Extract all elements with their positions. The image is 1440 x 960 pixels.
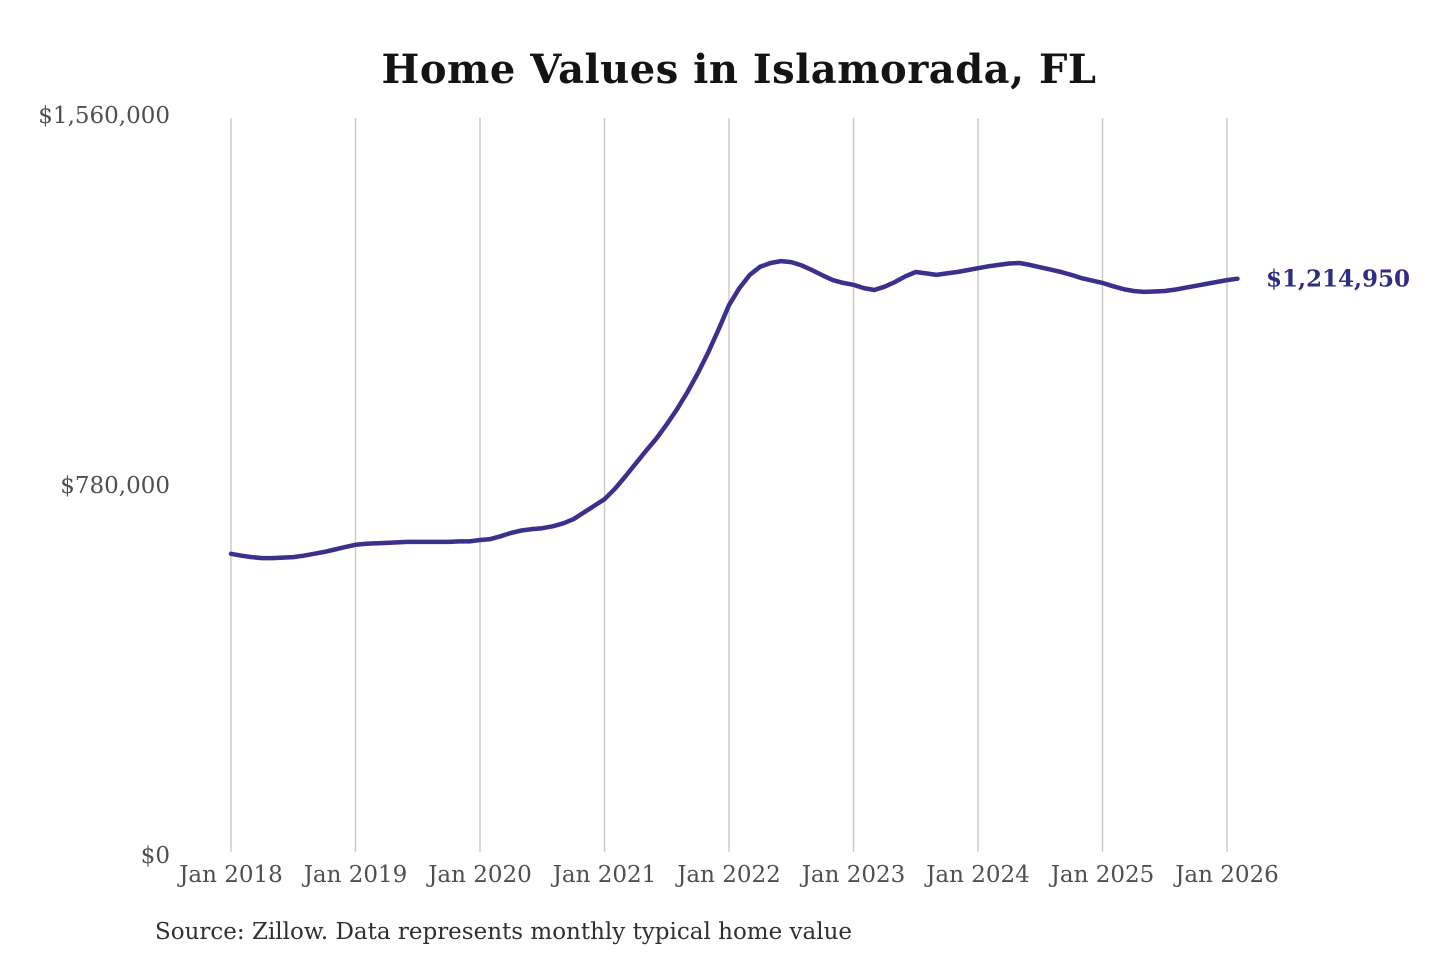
home-value-line (228, 258, 1240, 561)
y-tick-label: $0 (141, 843, 170, 869)
x-tick-label: Jan 2022 (675, 862, 781, 888)
x-tick-label: Jan 2019 (302, 862, 408, 888)
x-tick-label: Jan 2024 (924, 862, 1030, 888)
latest-value-label: $1,214,950 (1266, 266, 1410, 293)
x-tick-label: Jan 2025 (1049, 862, 1155, 888)
y-tick-label: $780,000 (60, 473, 170, 499)
x-tick-label: Jan 2018 (177, 862, 283, 888)
source-note: Source: Zillow. Data represents monthly … (155, 919, 853, 945)
x-tick-label: Jan 2021 (551, 862, 657, 888)
x-tick-label: Jan 2020 (426, 862, 532, 888)
y-tick-label: $1,560,000 (38, 103, 170, 129)
x-tick-label: Jan 2026 (1173, 862, 1279, 888)
chart-title: Home Values in Islamorada, FL (381, 46, 1097, 93)
x-tick-label: Jan 2023 (800, 862, 906, 888)
